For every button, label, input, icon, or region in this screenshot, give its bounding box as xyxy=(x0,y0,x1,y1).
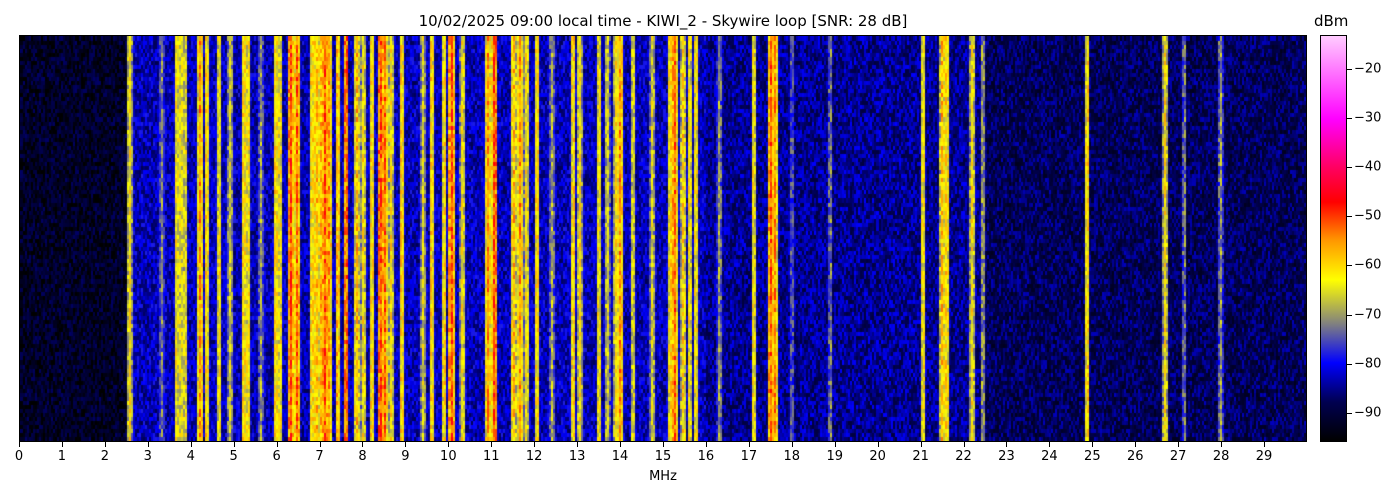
x-axis-label: MHz xyxy=(649,469,677,484)
x-tick-label: 6 xyxy=(272,449,281,464)
spectrogram-heatmap xyxy=(20,36,1306,441)
x-tick xyxy=(791,442,793,447)
x-tick xyxy=(147,442,149,447)
colorbar-tick xyxy=(1347,265,1352,267)
colorbar-tick-label: −40 xyxy=(1354,159,1382,175)
x-tick-label: 25 xyxy=(1084,449,1101,464)
colorbar-tick-label: −50 xyxy=(1354,208,1382,224)
x-tick xyxy=(963,442,965,447)
x-tick xyxy=(834,442,836,447)
x-tick-label: 1 xyxy=(57,449,67,464)
x-tick xyxy=(448,442,450,447)
x-tick-label: 0 xyxy=(14,449,24,464)
x-tick xyxy=(1006,442,1008,447)
x-tick xyxy=(276,442,278,447)
x-tick xyxy=(534,442,536,447)
x-tick-label: 10 xyxy=(440,449,457,464)
x-tick xyxy=(577,442,579,447)
x-tick xyxy=(663,442,664,447)
x-tick-label: 28 xyxy=(1212,449,1230,464)
x-tick xyxy=(620,442,622,447)
colorbar-tick xyxy=(1347,118,1352,120)
x-tick xyxy=(233,442,235,447)
plot-area xyxy=(19,35,1307,442)
colorbar-tick xyxy=(1347,167,1352,169)
x-tick xyxy=(1264,442,1266,447)
colorbar-label: dBm xyxy=(1314,12,1349,30)
x-tick xyxy=(491,442,493,447)
x-tick xyxy=(1178,442,1180,447)
colorbar-tick-label: −30 xyxy=(1354,110,1382,126)
x-tick xyxy=(748,442,750,447)
x-tick-label: 13 xyxy=(568,449,586,464)
colorbar-tick xyxy=(1347,314,1352,316)
x-tick-label: 14 xyxy=(611,449,629,464)
x-tick xyxy=(405,442,407,447)
colorbar-tick xyxy=(1347,69,1352,71)
x-tick-label: 12 xyxy=(525,449,543,464)
x-tick-label: 23 xyxy=(998,449,1015,464)
x-tick-label: 20 xyxy=(869,449,886,464)
colorbar-tick-label: −60 xyxy=(1354,257,1382,273)
colorbar-tick xyxy=(1347,412,1352,414)
x-tick xyxy=(61,442,63,447)
colorbar-tick xyxy=(1347,216,1352,218)
x-tick xyxy=(877,442,879,447)
colorbar-tick-label: −70 xyxy=(1354,307,1382,322)
x-tick-label: 5 xyxy=(229,449,238,464)
x-tick-label: 16 xyxy=(697,449,715,464)
x-tick xyxy=(920,442,922,447)
x-tick xyxy=(19,442,20,447)
x-tick-label: 11 xyxy=(482,449,500,464)
x-tick-label: 9 xyxy=(401,449,410,464)
colorbar-tick-label: −80 xyxy=(1354,356,1382,372)
x-tick-label: 19 xyxy=(826,449,843,464)
x-tick-label: 7 xyxy=(315,449,324,464)
x-tick xyxy=(1092,442,1094,447)
colorbar-tick xyxy=(1347,363,1352,365)
x-tick-label: 15 xyxy=(654,449,672,464)
x-tick xyxy=(1135,442,1137,447)
x-tick xyxy=(319,442,321,447)
x-tick xyxy=(705,442,707,447)
x-tick-label: 17 xyxy=(740,449,758,464)
x-tick-label: 3 xyxy=(143,449,152,464)
x-tick-label: 8 xyxy=(358,449,367,464)
x-tick xyxy=(190,442,192,447)
x-tick-label: 26 xyxy=(1126,449,1144,464)
x-tick-label: 24 xyxy=(1041,449,1058,464)
x-tick xyxy=(1221,442,1223,447)
x-tick xyxy=(362,442,364,447)
x-tick-label: 22 xyxy=(955,449,972,464)
colorbar-tick-label: −20 xyxy=(1354,61,1382,77)
x-tick-label: 21 xyxy=(912,449,929,464)
x-tick-label: 29 xyxy=(1255,449,1273,464)
x-tick-label: 18 xyxy=(783,449,801,464)
colorbar-tick-label: −90 xyxy=(1354,405,1382,421)
x-tick-label: 4 xyxy=(186,449,195,464)
chart-title: 10/02/2025 09:00 local time - KIWI_2 - S… xyxy=(418,12,908,30)
colorbar xyxy=(1320,35,1347,442)
x-tick-label: 2 xyxy=(100,449,109,464)
x-tick xyxy=(1049,442,1051,447)
x-tick-label: 27 xyxy=(1169,449,1187,464)
x-tick xyxy=(104,442,106,447)
